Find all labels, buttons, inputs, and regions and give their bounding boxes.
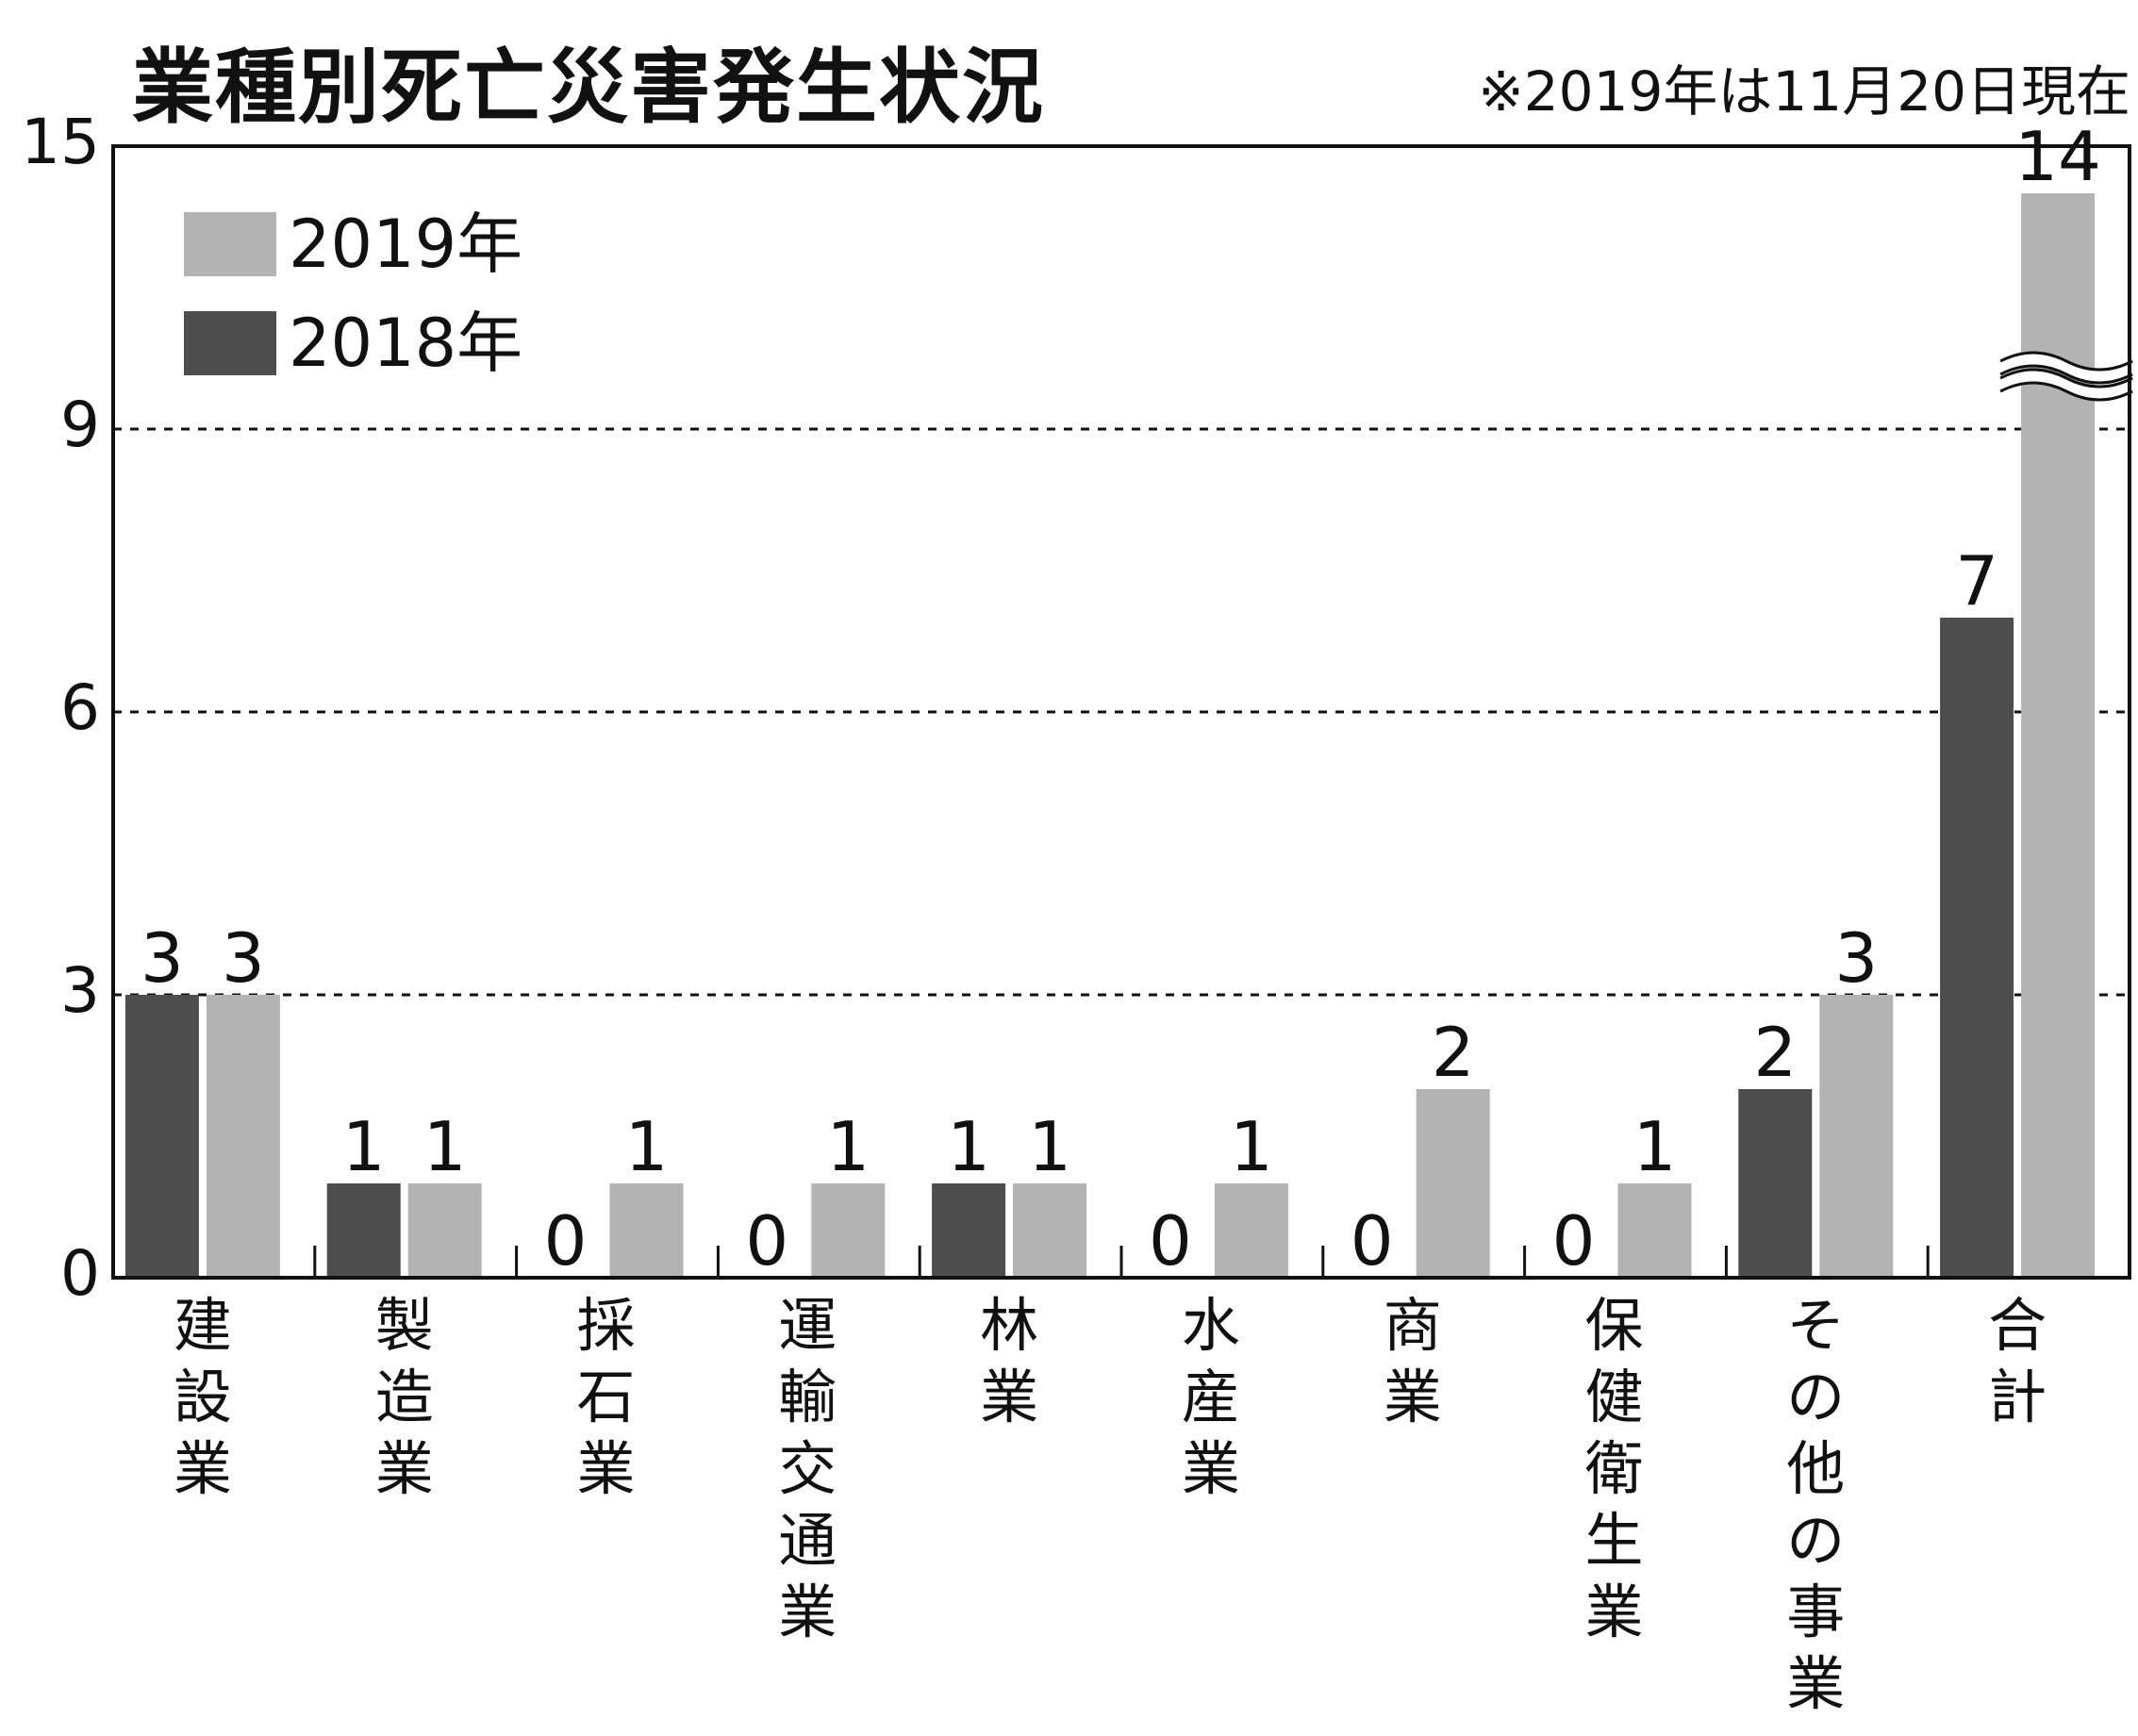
axis-break-mask <box>1997 370 2136 400</box>
y-tick-label: 6 <box>60 671 100 744</box>
axis-break-mask <box>1997 353 2136 383</box>
data-label-2018: 2 <box>1753 1013 1797 1092</box>
category-label: 林業 <box>980 1291 1038 1431</box>
bar-2018 <box>1738 1089 1813 1278</box>
bar-2019 <box>1416 1089 1490 1278</box>
data-label-2019: 1 <box>1028 1107 1071 1186</box>
data-label-2019: 14 <box>2014 117 2101 196</box>
data-label-2019: 1 <box>625 1107 669 1186</box>
category-label: 合計 <box>1988 1291 2047 1431</box>
data-label-2019: 3 <box>1834 918 1878 998</box>
chart-title: 業種別死亡災害発生状況 <box>132 41 1045 135</box>
y-tick-label: 3 <box>60 954 100 1027</box>
legend-swatch <box>184 311 276 375</box>
category-label: 運輸交通業 <box>778 1291 837 1646</box>
axis-break-mark <box>1999 368 2133 389</box>
data-label-2018: 0 <box>1552 1201 1596 1281</box>
category-label: 採石業 <box>576 1291 635 1503</box>
gridlines <box>113 427 2130 997</box>
data-label-2018: 0 <box>745 1201 788 1281</box>
data-label-2019: 2 <box>1432 1013 1475 1092</box>
bars <box>124 193 2136 1278</box>
y-tick-label: 0 <box>60 1237 100 1310</box>
data-label-2018: 0 <box>1351 1201 1394 1281</box>
bar-2018 <box>124 995 199 1278</box>
y-tick-label: 9 <box>60 389 100 461</box>
data-label-2019: 1 <box>826 1107 870 1186</box>
axis-break-mark <box>1999 364 2133 385</box>
data-label-2018: 1 <box>947 1107 990 1186</box>
chart-note: ※2019年は11月20日現在 <box>1478 59 2130 124</box>
data-label-2019: 3 <box>222 918 265 998</box>
category-label: 建設業 <box>174 1291 232 1503</box>
data-label-2018: 0 <box>544 1201 588 1281</box>
legend: 2019年 2018年 <box>184 206 522 382</box>
data-label-2018: 3 <box>141 918 184 998</box>
data-label-2019: 1 <box>423 1107 467 1186</box>
axis-break-mark <box>1999 381 2133 402</box>
bar-2019 <box>1013 1183 1087 1278</box>
bar-2019 <box>1617 1183 1692 1278</box>
category-label: その他の事業 <box>1786 1291 1845 1718</box>
bar-2019 <box>811 1183 886 1278</box>
data-label-2018: 1 <box>342 1107 386 1186</box>
y-tick-label: 15 <box>21 106 100 178</box>
axes: 0 3 6 9 15 <box>21 106 2131 1310</box>
legend-label: 2019年 <box>289 206 522 283</box>
data-label-2018: 7 <box>1955 541 1998 620</box>
bar-2019 <box>1819 995 1894 1278</box>
axis-break-mark <box>1999 351 2133 372</box>
category-label: 水産業 <box>1182 1291 1240 1503</box>
bar-2019 <box>407 1183 482 1278</box>
bar-2018 <box>1940 618 2014 1278</box>
category-label: 製造業 <box>375 1291 434 1503</box>
bar-2019 <box>206 995 280 1278</box>
legend-label: 2018年 <box>289 305 522 382</box>
category-label: 商業 <box>1384 1291 1442 1431</box>
bar-2019 <box>1214 1183 1288 1278</box>
bar-2019 <box>609 1183 684 1278</box>
category-label: 保健衛生業 <box>1584 1291 1643 1646</box>
legend-swatch <box>184 212 276 276</box>
bar-2018 <box>326 1183 401 1278</box>
bar-2018 <box>932 1183 1006 1278</box>
data-label-2019: 1 <box>1230 1107 1273 1186</box>
data-label-2018: 0 <box>1149 1201 1192 1281</box>
data-label-2019: 1 <box>1633 1107 1677 1186</box>
